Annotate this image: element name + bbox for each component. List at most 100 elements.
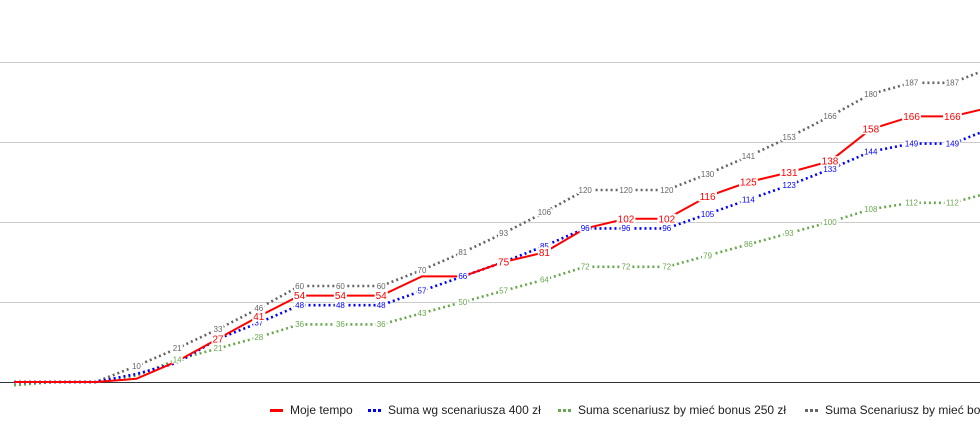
data-label-bg <box>457 298 469 306</box>
data-label-bg <box>538 242 550 250</box>
data-label-bg <box>130 362 142 370</box>
series-line-0 <box>14 108 980 383</box>
data-label-bg <box>742 240 754 249</box>
data-label-bg <box>903 78 920 87</box>
data-label-bg <box>620 262 632 271</box>
data-label: 48 <box>336 301 345 310</box>
data-label-bg <box>457 248 469 257</box>
data-label: 120 <box>579 186 593 195</box>
legend-swatch-red-solid <box>270 408 283 412</box>
data-label-bg <box>579 224 591 233</box>
data-label-bg <box>416 309 428 318</box>
legend-item-bonus-250[interactable]: Suma scenariusz by mieć bonus 250 zł <box>558 403 786 417</box>
data-label: 158 <box>862 125 879 136</box>
data-label: 72 <box>662 263 671 272</box>
legend-item-moje-tempo[interactable]: Moje tempo <box>270 403 353 417</box>
data-label: 112 <box>946 199 959 208</box>
data-label: 149 <box>905 139 919 148</box>
data-label: 96 <box>581 224 590 233</box>
data-label: 60 <box>377 282 386 291</box>
data-label: 93 <box>499 229 508 238</box>
data-label-bg <box>212 325 224 334</box>
data-label: 37 <box>254 319 263 328</box>
data-label: 81 <box>539 248 551 259</box>
data-label: 125 <box>740 178 757 189</box>
data-label-bg <box>538 275 550 284</box>
legend-item-scenariusz-400[interactable]: Suma wg scenariusza 400 zł <box>368 403 541 417</box>
data-label-bg <box>294 301 306 310</box>
legend-item-bonus[interactable]: Suma Scenariusz by mieć bonus <box>805 403 980 417</box>
data-label: 86 <box>744 240 753 249</box>
data-label: 75 <box>498 258 510 269</box>
data-label-bg <box>740 152 757 161</box>
data-label-bg <box>862 147 879 156</box>
data-label-bg <box>698 191 717 202</box>
data-label-bg <box>579 262 591 271</box>
data-label: 102 <box>658 214 675 225</box>
data-label-bg <box>537 247 551 258</box>
data-label: 166 <box>823 112 837 121</box>
data-label-bg <box>334 301 346 310</box>
data-label-bg <box>577 186 594 194</box>
data-label: 153 <box>783 133 797 142</box>
gridlines <box>0 62 980 303</box>
data-label: 21 <box>214 344 223 353</box>
data-label: 57 <box>418 287 427 296</box>
data-label: 166 <box>903 112 920 123</box>
series-line-2 <box>13 193 980 387</box>
data-label: 43 <box>418 309 427 318</box>
series-line-1 <box>14 131 980 384</box>
data-label-bg <box>783 229 795 238</box>
data-label: 112 <box>905 199 918 208</box>
data-label: 72 <box>581 263 590 272</box>
data-label: 102 <box>618 214 635 225</box>
data-label-bg <box>781 181 798 190</box>
data-label: 130 <box>701 170 715 179</box>
data-label: 48 <box>295 301 304 310</box>
data-label-bg <box>293 290 307 301</box>
data-label: 141 <box>742 152 756 161</box>
data-label-bg <box>253 333 265 342</box>
data-label: 57 <box>499 287 508 296</box>
data-label: 81 <box>458 248 467 257</box>
data-label-bg <box>375 320 387 329</box>
data-label-bg <box>253 318 265 327</box>
data-label-bg <box>862 90 879 98</box>
data-label: 60 <box>295 282 304 291</box>
data-label: 166 <box>944 112 961 123</box>
data-label: 50 <box>458 298 467 307</box>
data-label: 28 <box>254 333 263 342</box>
data-label: 138 <box>822 157 839 168</box>
data-label: 60 <box>336 282 345 291</box>
data-label-bg <box>779 167 799 178</box>
chart-legend: Moje tempo Suma wg scenariusza 400 zł Su… <box>0 400 980 422</box>
data-label-bg <box>620 224 632 233</box>
data-label: 41 <box>253 312 265 323</box>
data-label: 64 <box>540 275 549 284</box>
series-layer <box>13 70 980 387</box>
data-label-bg <box>536 208 553 217</box>
data-label: 96 <box>662 224 671 233</box>
data-label: 105 <box>701 210 715 219</box>
data-label: 46 <box>254 304 263 313</box>
data-label-bg <box>457 272 469 281</box>
data-label: 79 <box>703 251 712 260</box>
data-label-bg <box>944 198 961 207</box>
data-label: 27 <box>212 334 224 345</box>
data-label-bg <box>618 186 634 194</box>
data-label: 14 <box>173 355 182 364</box>
data-label-bg <box>616 213 636 224</box>
legend-swatch-gray-dotted <box>805 408 818 412</box>
data-label: 187 <box>905 79 919 88</box>
data-label: 70 <box>418 266 427 275</box>
data-label: 106 <box>538 208 552 217</box>
data-label-bg <box>498 229 510 238</box>
data-label-bg <box>334 320 346 329</box>
legend-swatch-blue-dotted <box>368 408 381 412</box>
data-label-bg <box>294 320 306 329</box>
data-label-bg <box>702 251 714 260</box>
data-label: 144 <box>864 147 878 156</box>
data-label: 120 <box>660 186 674 195</box>
data-label-bg <box>374 290 388 301</box>
